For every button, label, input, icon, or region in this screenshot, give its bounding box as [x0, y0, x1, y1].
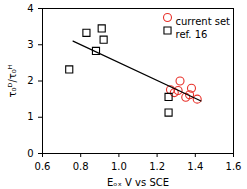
svg-text:1.0: 1.0	[111, 161, 127, 172]
svg-text:2: 2	[27, 75, 33, 86]
svg-text:1.4: 1.4	[187, 161, 203, 172]
svg-text:3: 3	[27, 39, 33, 50]
svg-text:0.8: 0.8	[73, 161, 89, 172]
svg-text:1: 1	[27, 111, 33, 122]
svg-text:current set: current set	[176, 16, 231, 27]
svg-text:1.2: 1.2	[149, 161, 165, 172]
svg-text:4: 4	[27, 3, 33, 14]
svg-text:0.6: 0.6	[35, 161, 51, 172]
svg-text:0: 0	[27, 148, 33, 159]
svg-text:τ₀ᴰ/τ₀ᴴ: τ₀ᴰ/τ₀ᴴ	[7, 64, 18, 97]
svg-text:ref. 16: ref. 16	[176, 29, 208, 40]
svg-text:Eₒₓ V vs SCE: Eₒₓ V vs SCE	[107, 177, 169, 188]
svg-text:1.6: 1.6	[226, 161, 242, 172]
